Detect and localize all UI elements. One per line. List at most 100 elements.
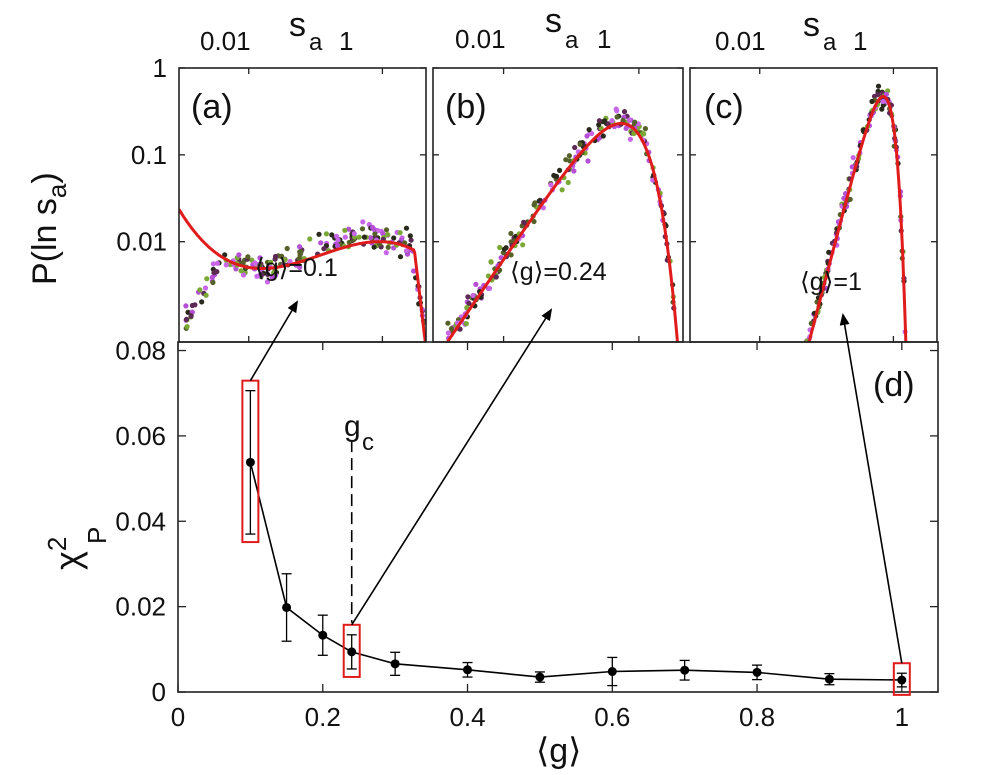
panel-b-point bbox=[596, 118, 603, 124]
panel-b-point bbox=[565, 179, 571, 186]
panel-d-frame bbox=[177, 341, 939, 693]
panel-a-point bbox=[397, 230, 403, 236]
panel-a-ytick-label: 0.01 bbox=[116, 227, 167, 257]
arrow-b bbox=[351, 308, 553, 626]
panel-a-point bbox=[361, 234, 367, 240]
panel-c-point bbox=[801, 360, 806, 365]
panel-b-point bbox=[566, 153, 573, 159]
panel-b-point bbox=[466, 300, 472, 306]
gc-label: g bbox=[344, 410, 361, 443]
panel-b-point bbox=[563, 157, 569, 163]
chi2-point bbox=[752, 667, 762, 677]
panel-b-scatter bbox=[445, 106, 677, 341]
panel-b-point bbox=[487, 285, 493, 291]
panel-a-point bbox=[385, 232, 391, 238]
chi2-point bbox=[607, 667, 617, 677]
panel-a-point bbox=[342, 227, 348, 233]
panel-b-ticks bbox=[433, 67, 683, 342]
panel-a-point bbox=[372, 231, 378, 237]
panel-a-point bbox=[183, 303, 189, 309]
panel-c-point bbox=[806, 353, 811, 358]
panel-a-top-axis-label: s bbox=[289, 6, 306, 44]
panel-a-point bbox=[197, 287, 203, 293]
panel-c-top-axis-label: s bbox=[803, 6, 820, 44]
panel-c-point bbox=[800, 367, 805, 372]
panel-c-top-tick-left: 0.01 bbox=[715, 26, 766, 56]
panel-a-point bbox=[346, 239, 352, 245]
panel-a-ytick-label: 0.1 bbox=[131, 140, 167, 170]
panel-c-point bbox=[904, 357, 909, 362]
chi2-point bbox=[680, 665, 690, 675]
panel-b-point bbox=[626, 117, 633, 123]
panel-b-point bbox=[532, 200, 538, 206]
panel-d-ytick-label: 0.08 bbox=[115, 336, 166, 366]
panel-a-point bbox=[307, 236, 313, 242]
panel-b-point bbox=[586, 127, 592, 133]
panel-c-point bbox=[879, 106, 885, 112]
panel-a-point bbox=[272, 256, 278, 262]
panel-a-point bbox=[403, 225, 410, 231]
panel-c-annotation: ⟨g⟩=1 bbox=[800, 268, 862, 296]
panel-b-point bbox=[557, 167, 563, 173]
panel-a-point bbox=[297, 252, 303, 258]
panel-c-top-axis-sub: a bbox=[823, 29, 837, 56]
panel-c-point bbox=[799, 364, 804, 369]
chi2-point bbox=[347, 647, 357, 657]
panel-a-point bbox=[346, 226, 352, 232]
panel-b-point bbox=[642, 126, 649, 132]
panel-b-point bbox=[463, 321, 469, 327]
panel-a-point bbox=[284, 245, 290, 252]
panel-a-point bbox=[359, 226, 366, 232]
panel-a-point bbox=[183, 316, 190, 322]
panel-b-top-tick-left: 0.01 bbox=[455, 24, 506, 54]
arrows bbox=[249, 300, 903, 664]
panel-a-point bbox=[397, 254, 404, 260]
panel-a-point bbox=[371, 226, 377, 232]
panel-c-point bbox=[875, 92, 881, 98]
panel-d-ytick-label: 0.06 bbox=[115, 421, 166, 451]
panel-b-label: (b) bbox=[445, 88, 487, 126]
panel-b-point bbox=[602, 118, 608, 124]
panel-b-point bbox=[585, 158, 591, 164]
panel-a-point bbox=[238, 268, 244, 274]
panel-a-point bbox=[223, 262, 229, 268]
top-y-label-sub: a bbox=[42, 183, 72, 198]
chi2-point bbox=[318, 630, 328, 640]
panel-a-point bbox=[245, 254, 251, 260]
panel-b-point bbox=[473, 281, 479, 287]
chi-sup: 2 bbox=[42, 537, 72, 551]
panel-c-point bbox=[805, 346, 810, 351]
panel-a-point bbox=[356, 234, 362, 240]
panel-b-top-axis-sub: a bbox=[565, 27, 579, 54]
panel-a-point bbox=[360, 219, 366, 225]
panel-a-point bbox=[188, 313, 194, 319]
panel-a-top-tick-right: 1 bbox=[339, 26, 353, 56]
panel-a-point bbox=[367, 235, 373, 241]
panel-a-point bbox=[321, 246, 327, 252]
panel-a-point bbox=[254, 273, 260, 279]
panel-d-ytick-label: 0.02 bbox=[115, 592, 166, 622]
panel-c-point bbox=[796, 375, 801, 380]
panel-b-point bbox=[559, 187, 565, 193]
panel-c-point bbox=[803, 350, 808, 355]
panel-c-point bbox=[806, 345, 811, 350]
panel-a-point bbox=[184, 324, 190, 330]
svg-text:χ2: χ2 bbox=[42, 537, 88, 570]
panel-b-point bbox=[520, 242, 526, 248]
chi2-line bbox=[249, 462, 902, 681]
panel-d-ytick-label: 0 bbox=[152, 677, 166, 707]
panel-a-point bbox=[240, 272, 247, 278]
panel-a-top-axis-sub: a bbox=[309, 29, 323, 56]
panel-b-point bbox=[620, 117, 626, 123]
panel-a-annotation: ⟨g⟩=0.1 bbox=[255, 254, 338, 282]
panel-a-point bbox=[385, 244, 391, 250]
panel-b-point bbox=[584, 133, 590, 139]
panel-b-fit-curve bbox=[445, 121, 679, 342]
panel-a-point bbox=[269, 274, 275, 280]
panel-d-xtick-label: 0.6 bbox=[594, 702, 630, 732]
top-y-label-tail: ) bbox=[26, 172, 64, 183]
panel-b-top-axis-label: s bbox=[545, 2, 562, 40]
panel-b-point bbox=[465, 294, 471, 300]
panel-c-point bbox=[794, 374, 799, 379]
panel-b-point bbox=[572, 144, 578, 151]
